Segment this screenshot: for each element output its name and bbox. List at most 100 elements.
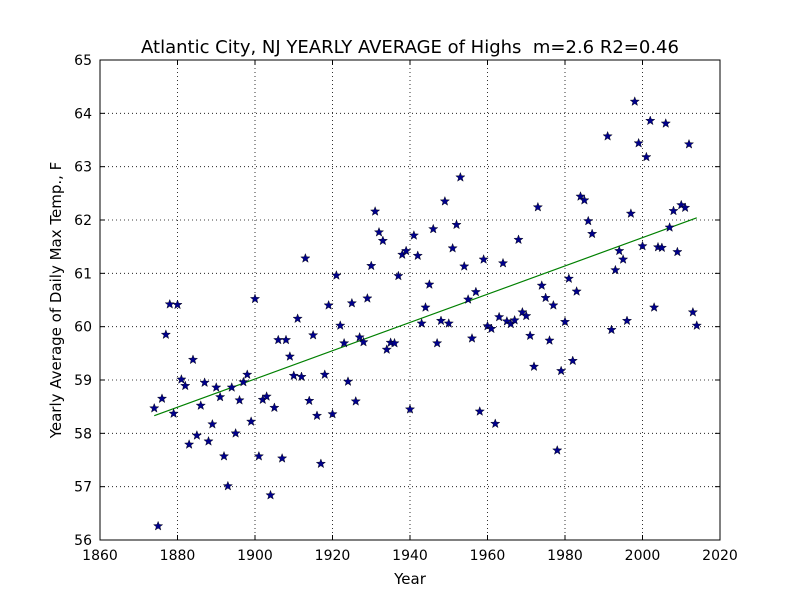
x-tick-label: 1880 xyxy=(160,548,196,564)
data-point-star xyxy=(466,333,478,343)
data-point-star xyxy=(680,202,691,213)
data-point-star xyxy=(474,406,485,416)
data-point-star xyxy=(319,369,330,380)
data-point-star xyxy=(490,418,501,429)
y-tick-label: 59 xyxy=(74,373,92,389)
data-point-star xyxy=(575,191,586,201)
data-point-star xyxy=(277,453,288,463)
data-point-star xyxy=(393,270,404,281)
axis-ticks xyxy=(99,59,721,541)
data-point-star xyxy=(497,257,509,268)
data-point-star xyxy=(602,130,613,141)
data-point-star xyxy=(265,489,276,500)
data-point-star xyxy=(416,318,427,328)
data-point-star xyxy=(284,351,295,361)
data-point-star xyxy=(447,242,458,253)
grid-lines xyxy=(100,60,720,540)
data-point-star xyxy=(691,320,702,330)
data-point-star xyxy=(153,520,164,531)
data-point-star xyxy=(172,299,183,310)
data-point-star xyxy=(428,223,439,234)
data-point-star xyxy=(164,298,175,309)
y-tick-label: 56 xyxy=(74,533,92,549)
data-point-star xyxy=(261,391,272,401)
x-axis-tick-labels: 1860 1880 1900 1920 1940 1960 1980 2000 2020 xyxy=(82,548,738,564)
data-point-star xyxy=(327,408,338,419)
data-point-star xyxy=(559,316,571,327)
data-point-star xyxy=(280,334,292,345)
data-point-star xyxy=(509,314,520,325)
data-point-star xyxy=(525,330,536,341)
data-point-star xyxy=(292,313,303,324)
data-point-star xyxy=(501,315,512,326)
data-point-star xyxy=(587,228,598,239)
data-point-star xyxy=(641,151,652,162)
data-point-star xyxy=(346,297,357,308)
data-point-star xyxy=(226,382,237,392)
data-point-star xyxy=(366,260,377,271)
data-point-star xyxy=(528,361,540,372)
data-point-star xyxy=(331,270,342,280)
data-point-star xyxy=(215,391,226,402)
data-point-star xyxy=(304,395,315,406)
data-point-star xyxy=(668,205,679,216)
data-point-star xyxy=(296,371,307,382)
data-point-star xyxy=(451,219,462,230)
data-point-star xyxy=(439,195,450,206)
data-point-star xyxy=(207,418,218,429)
data-point-star xyxy=(432,337,443,348)
data-point-star xyxy=(358,336,369,347)
data-point-star xyxy=(230,427,241,438)
data-point-star xyxy=(404,403,416,414)
data-point-star xyxy=(548,299,559,310)
y-axis-tick-labels: 56 57 58 59 60 61 62 63 64 65 xyxy=(74,53,92,549)
x-tick-label: 1860 xyxy=(82,548,118,564)
data-point-star xyxy=(149,402,160,413)
data-point-star xyxy=(381,344,392,354)
data-point-star xyxy=(269,402,280,413)
data-point-star xyxy=(649,302,660,312)
data-point-star xyxy=(660,118,671,128)
y-tick-label: 60 xyxy=(74,320,92,336)
data-point-star xyxy=(273,334,284,345)
data-point-star xyxy=(552,445,563,455)
data-point-star xyxy=(463,294,474,304)
data-point-star xyxy=(532,201,543,212)
y-tick-label: 58 xyxy=(74,426,92,442)
data-point-star xyxy=(656,242,667,253)
data-point-star xyxy=(156,393,168,404)
x-axis-label: Year xyxy=(393,570,427,588)
y-axis-label: Yearly Average of Daily Max Temp., F xyxy=(47,162,65,440)
data-point-star xyxy=(470,286,481,297)
y-tick-label: 64 xyxy=(74,106,92,122)
chart-title: Atlantic City, NJ YEARLY AVERAGE of High… xyxy=(141,37,679,58)
data-point-star xyxy=(614,245,625,256)
data-point-star xyxy=(633,137,644,148)
data-point-star xyxy=(242,369,253,380)
y-tick-label: 62 xyxy=(74,213,92,229)
data-point-star xyxy=(184,439,195,449)
data-point-star xyxy=(389,337,400,348)
data-point-star xyxy=(683,138,695,149)
data-point-star xyxy=(335,320,346,330)
data-point-star xyxy=(687,306,698,317)
data-point-star xyxy=(160,329,171,340)
data-point-star xyxy=(486,323,497,334)
data-point-star xyxy=(610,264,621,275)
data-point-star xyxy=(176,374,187,384)
data-point-star xyxy=(253,450,264,461)
data-point-star xyxy=(540,292,551,303)
data-point-star xyxy=(339,337,350,348)
data-point-star xyxy=(195,400,206,410)
data-point-star xyxy=(664,222,675,232)
y-tick-label: 61 xyxy=(74,266,92,282)
data-point-star xyxy=(459,261,470,271)
y-tick-label: 65 xyxy=(74,53,92,69)
data-point-star xyxy=(234,394,245,405)
data-point-star xyxy=(563,273,574,284)
data-point-star xyxy=(583,215,594,226)
x-tick-label: 1920 xyxy=(315,548,351,564)
data-point-star xyxy=(288,370,299,381)
data-point-star xyxy=(342,376,354,386)
